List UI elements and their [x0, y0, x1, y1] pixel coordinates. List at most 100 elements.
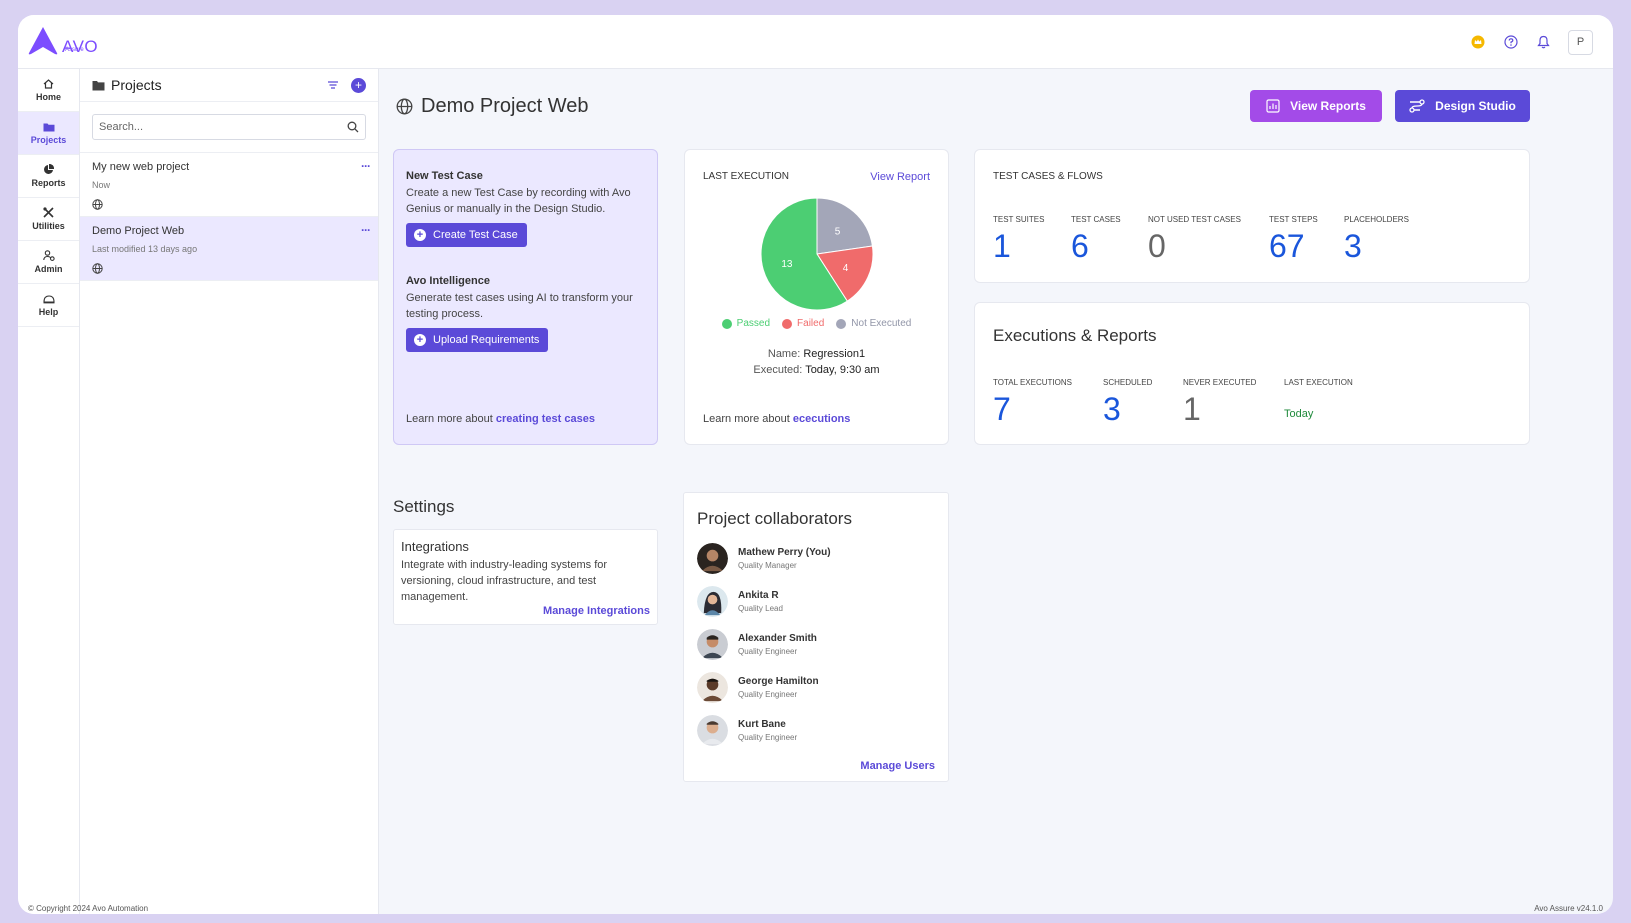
- stat-value: Today: [1284, 408, 1314, 420]
- crown-icon[interactable]: [1461, 28, 1494, 56]
- create-test-case-button[interactable]: + Create Test Case: [406, 223, 527, 247]
- project-item[interactable]: My new web project Now ···: [80, 153, 378, 217]
- collaborator-item: Alexander Smith Quality Engineer: [697, 629, 935, 660]
- stat-value: 0: [1148, 228, 1166, 264]
- add-project-button[interactable]: +: [351, 77, 366, 93]
- nav-label-help: Help: [38, 306, 59, 317]
- collaborators-card: Project collaborators Mathew Perry (You)…: [683, 492, 949, 782]
- executions-link[interactable]: ececutions: [792, 413, 851, 425]
- manage-integrations-link[interactable]: Manage Integrations: [543, 605, 650, 617]
- top-icons: P: [1461, 28, 1593, 56]
- avatar: [697, 672, 728, 703]
- upload-requirements-button[interactable]: + Upload Requirements: [406, 328, 549, 352]
- execution-pie-chart: 5 4 13: [760, 197, 874, 311]
- copyright-text: © Copyright 2024 Avo Automation: [28, 904, 149, 913]
- execution-time-label: Executed:: [753, 364, 803, 376]
- search-input[interactable]: Search...: [92, 114, 366, 140]
- stat-value: 3: [1103, 391, 1121, 427]
- project-name: Demo Project Web: [92, 225, 185, 237]
- logo-mark-icon: [28, 27, 58, 55]
- legend-label-not-executed: Not Executed: [851, 318, 912, 329]
- main-content: Demo Project Web View Reports Design Stu…: [379, 69, 1613, 914]
- nav-item-utilities[interactable]: Utilities: [18, 198, 79, 241]
- help-circle-icon[interactable]: [1494, 28, 1527, 56]
- nav-item-admin[interactable]: Admin: [18, 241, 79, 284]
- chart-legend: Passed Failed Not Executed: [685, 318, 948, 329]
- legend-item-failed: Failed: [782, 318, 824, 329]
- collaborator-item: Kurt Bane Quality Engineer: [697, 715, 935, 746]
- collaborator-role: Quality Engineer: [738, 733, 798, 742]
- integrations-title: Integrations: [401, 539, 469, 554]
- nav-label-reports: Reports: [31, 178, 66, 188]
- nav-item-home[interactable]: Home: [18, 69, 79, 112]
- projects-panel: Projects + Search... My new web project …: [80, 69, 379, 914]
- collaborator-role: Quality Lead: [738, 604, 783, 613]
- design-studio-button[interactable]: Design Studio: [1395, 90, 1530, 122]
- manage-users-link[interactable]: Manage Users: [860, 760, 935, 772]
- execution-name-value: Regression1: [803, 348, 866, 360]
- globe-icon: [92, 261, 366, 279]
- user-avatar-button[interactable]: P: [1568, 29, 1593, 55]
- project-item[interactable]: Demo Project Web Last modified 13 days a…: [80, 217, 378, 281]
- sort-icon[interactable]: [327, 80, 339, 90]
- bell-icon[interactable]: [1527, 28, 1560, 56]
- collaborator-name: Mathew Perry (You): [738, 547, 831, 558]
- pie-slice-not-executed: [816, 197, 873, 255]
- globe-icon: [92, 197, 366, 215]
- avatar: [697, 629, 728, 660]
- design-studio-icon: [1409, 99, 1425, 113]
- execution-time-value: Today, 9:30 am: [805, 364, 880, 376]
- view-report-link[interactable]: View Report: [870, 171, 930, 183]
- nav-item-projects[interactable]: Projects: [18, 112, 79, 155]
- report-icon: [1266, 99, 1280, 113]
- plus-icon: +: [414, 334, 426, 346]
- divider: [80, 152, 378, 153]
- stat-not-used-test-cases: NOT USED TEST CASES 0: [1148, 215, 1241, 262]
- avo-intelligence-title: Avo Intelligence: [406, 275, 490, 287]
- view-reports-button[interactable]: View Reports: [1250, 90, 1382, 122]
- legend-item-not-executed: Not Executed: [836, 318, 911, 329]
- nav-label-admin: Admin: [34, 264, 63, 274]
- stat-label: TOTAL EXECUTIONS: [993, 378, 1072, 387]
- collaborator-name: George Hamilton: [738, 676, 819, 687]
- settings-title: Settings: [393, 497, 455, 516]
- creating-test-cases-link[interactable]: creating test cases: [495, 413, 595, 425]
- logo-subtext: Assure: [65, 47, 84, 53]
- stat-label: NEVER EXECUTED: [1183, 378, 1257, 387]
- help-icon: [42, 294, 55, 303]
- nav-item-help[interactable]: Help: [18, 284, 79, 327]
- projects-header: Projects +: [80, 69, 378, 102]
- stat-label: SCHEDULED: [1103, 378, 1153, 387]
- nav-item-reports[interactable]: Reports: [18, 155, 79, 198]
- pie-slice-failed: [816, 245, 874, 302]
- collaborator-name: Alexander Smith: [738, 633, 817, 644]
- legend-label-passed: Passed: [736, 318, 771, 329]
- legend-item-passed: Passed: [721, 318, 771, 329]
- more-options-icon[interactable]: ···: [361, 223, 371, 237]
- page-title-text: Demo Project Web: [421, 95, 589, 117]
- pie-label-not-executed: 5: [835, 226, 841, 237]
- collaborator-item: George Hamilton Quality Engineer: [697, 672, 935, 703]
- upload-requirements-label: Upload Requirements: [433, 334, 540, 346]
- collaborator-name: Ankita R: [738, 590, 779, 601]
- stat-never-executed: NEVER EXECUTED 1: [1183, 378, 1256, 425]
- learn-more-text: Learn more about ececutions: [703, 413, 850, 425]
- collaborators-title: Project collaborators: [697, 509, 852, 528]
- more-options-icon[interactable]: ···: [361, 159, 371, 173]
- folder-icon: [92, 80, 105, 90]
- executions-reports-title: Executions & Reports: [993, 326, 1157, 345]
- stat-value: 7: [993, 391, 1011, 427]
- collaborator-item: Mathew Perry (You) Quality Manager: [697, 543, 935, 574]
- page-title: Demo Project Web: [396, 95, 588, 118]
- stat-label: NOT USED TEST CASES: [1148, 215, 1241, 224]
- search-icon: [347, 121, 359, 133]
- avatar: [697, 543, 728, 574]
- legend-label-failed: Failed: [797, 318, 825, 329]
- avo-logo[interactable]: AVO: [26, 25, 98, 55]
- new-test-case-title: New Test Case: [406, 170, 483, 182]
- last-execution-title: LAST EXECUTION: [703, 171, 789, 182]
- stat-value: 6: [1071, 228, 1089, 264]
- left-nav: Home Projects Reports Utilities Admin He…: [18, 69, 80, 914]
- execution-name-label: Name:: [767, 348, 801, 360]
- test-cases-flows-card: TEST CASES & FLOWS TEST SUITES 1 TEST CA…: [974, 149, 1530, 283]
